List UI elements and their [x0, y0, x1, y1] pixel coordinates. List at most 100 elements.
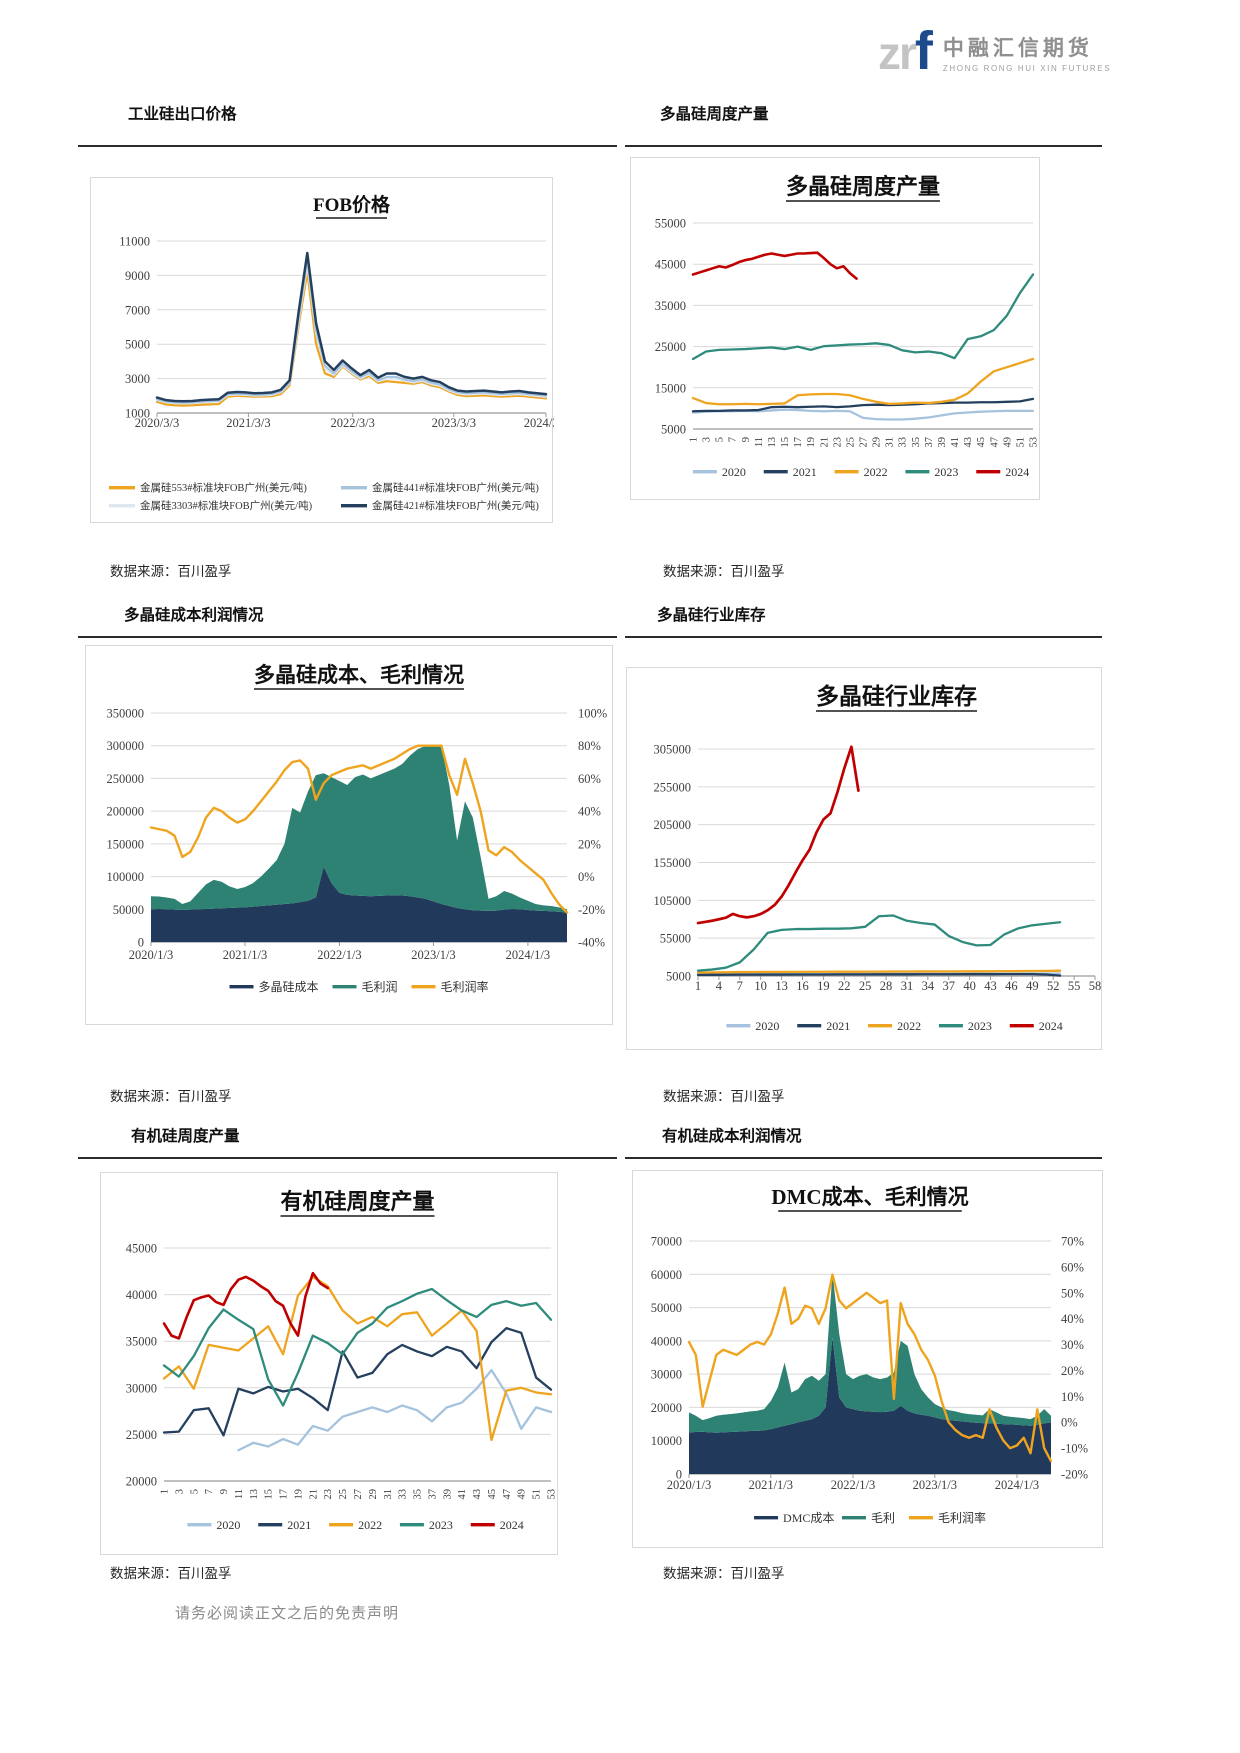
- series-2020: [237, 1368, 553, 1452]
- section-title-industrial-silicon-export-price: 工业硅出口价格: [128, 106, 237, 123]
- data-source-note: 数据来源：百川盈孚: [663, 564, 785, 579]
- svg-text:31: 31: [901, 979, 914, 993]
- svg-text:1: 1: [689, 437, 700, 442]
- svg-text:49: 49: [517, 1489, 528, 1500]
- svg-text:50000: 50000: [113, 903, 144, 917]
- series-2021: [162, 1327, 553, 1437]
- svg-text:37: 37: [427, 1489, 438, 1500]
- chart-polysilicon-inventory: 305000 255000 205000 155000 105000 55000 5000 1…: [626, 667, 1102, 1050]
- svg-text:17: 17: [279, 1489, 290, 1500]
- svg-text:33: 33: [898, 437, 909, 448]
- svg-text:5: 5: [715, 437, 726, 442]
- svg-text:2022: 2022: [897, 1019, 921, 1033]
- svg-text:52: 52: [1047, 979, 1060, 993]
- svg-text:250000: 250000: [107, 772, 145, 786]
- svg-text:2023: 2023: [968, 1019, 992, 1033]
- brand-logo: zrf 中融汇信期货 ZHONG RONG HUI XIN FUTURES: [878, 24, 1111, 78]
- svg-text:2023/3/3: 2023/3/3: [432, 416, 476, 430]
- svg-text:30000: 30000: [651, 1368, 682, 1382]
- svg-text:15: 15: [780, 437, 791, 448]
- series-2021: [691, 397, 1035, 413]
- svg-text:1000: 1000: [125, 407, 150, 421]
- svg-text:3: 3: [702, 437, 713, 442]
- svg-text:30%: 30%: [1061, 1338, 1084, 1352]
- poly_inv-svg: 305000 255000 205000 155000 105000 55000 5000 1…: [654, 683, 1102, 1033]
- divider: [78, 1157, 617, 1159]
- svg-text:35000: 35000: [655, 299, 686, 313]
- section-title-polysilicon-inventory: 多晶硅行业库存: [657, 607, 766, 624]
- svg-text:2020: 2020: [216, 1518, 240, 1532]
- svg-text:7: 7: [204, 1489, 215, 1494]
- series-2021: [696, 972, 1062, 977]
- svg-text:13: 13: [767, 437, 778, 448]
- svg-text:25: 25: [845, 437, 856, 448]
- svg-text:305000: 305000: [654, 743, 692, 757]
- svg-text:2021: 2021: [826, 1019, 850, 1033]
- svg-text:105000: 105000: [654, 894, 692, 908]
- svg-text:2024/3/3: 2024/3/3: [524, 416, 554, 430]
- series-毛利润: [151, 745, 567, 913]
- svg-text:毛利: 毛利: [871, 1511, 895, 1525]
- svg-text:15000: 15000: [655, 381, 686, 395]
- svg-text:35000: 35000: [126, 1335, 157, 1349]
- series-2024: [696, 745, 860, 925]
- chart-title: 有机硅周度产量: [280, 1189, 434, 1214]
- svg-text:43: 43: [472, 1489, 483, 1500]
- series-2022: [691, 357, 1035, 406]
- svg-text:2022/1/3: 2022/1/3: [831, 1478, 875, 1492]
- svg-text:2023/1/3: 2023/1/3: [411, 948, 455, 962]
- svg-text:1: 1: [160, 1489, 171, 1494]
- svg-text:25: 25: [338, 1489, 349, 1500]
- svg-text:155000: 155000: [654, 856, 692, 870]
- svg-text:-40%: -40%: [578, 936, 605, 950]
- svg-text:29: 29: [368, 1489, 379, 1500]
- series-2023: [162, 1287, 553, 1407]
- svg-text:39: 39: [937, 437, 948, 448]
- chart-silicone-weekly-output: 45000 40000 35000 30000 25000 20000 1 3 5 7 9 11 13 1…: [100, 1172, 558, 1555]
- disclaimer-note: 请务必阅读正文之后的免责声明: [175, 1606, 400, 1622]
- data-source-note: 数据来源：百川盈孚: [110, 1089, 232, 1104]
- legend: DMC成本 毛利 毛利润率: [754, 1510, 986, 1525]
- data-source-note: 数据来源：百川盈孚: [110, 564, 232, 579]
- svg-text:金属硅441#标准块FOB广州(美元/吨): 金属硅441#标准块FOB广州(美元/吨): [372, 481, 539, 494]
- legend: 2020 2021 2022 2023 2024: [692, 465, 1029, 479]
- svg-text:20000: 20000: [126, 1475, 157, 1489]
- svg-text:45000: 45000: [655, 258, 686, 272]
- svg-text:34: 34: [922, 979, 935, 993]
- svg-text:11: 11: [754, 437, 765, 447]
- svg-text:53: 53: [547, 1489, 558, 1500]
- svg-text:41: 41: [950, 437, 961, 448]
- svg-text:150000: 150000: [107, 837, 145, 851]
- svg-text:19: 19: [293, 1489, 304, 1500]
- svg-text:23: 23: [323, 1489, 334, 1500]
- svg-text:28: 28: [880, 979, 893, 993]
- series-金属硅553#标准块FOB广州(美元/吨): [155, 270, 548, 407]
- svg-text:7: 7: [737, 979, 743, 993]
- svg-text:40%: 40%: [1061, 1312, 1084, 1326]
- svg-text:1: 1: [695, 979, 701, 993]
- svg-text:200000: 200000: [107, 805, 145, 819]
- svg-text:33: 33: [398, 1489, 409, 1500]
- series-金属硅3303#标准块FOB广州(美元/吨): [156, 264, 547, 405]
- legend: 多晶硅成本 毛利润 毛利润率: [229, 979, 489, 994]
- svg-text:43: 43: [963, 437, 974, 448]
- legend: 金属硅553#标准块FOB广州(美元/吨) 金属硅441#标准块FOB广州(美元/…: [109, 481, 539, 512]
- svg-text:47: 47: [502, 1489, 513, 1500]
- svg-text:10%: 10%: [1061, 1390, 1084, 1404]
- svg-text:2021: 2021: [287, 1518, 311, 1532]
- chart-fob-price: 11000 9000 7000 5000 3000 1000 2020/3/3 2021/3/…: [90, 177, 554, 523]
- svg-text:21: 21: [308, 1489, 319, 1500]
- axes: 305000 255000 205000 155000 105000 55000 5000 1…: [654, 743, 1102, 994]
- series: [149, 744, 569, 942]
- svg-text:金属硅553#标准块FOB广州(美元/吨): 金属硅553#标准块FOB广州(美元/吨): [140, 481, 307, 494]
- svg-text:23: 23: [832, 437, 843, 448]
- svg-text:毛利润: 毛利润: [362, 980, 398, 994]
- chart-polysilicon-cost-profit: 350000 300000 250000 200000 150000 100000 5000…: [85, 645, 613, 1025]
- chart-title: FOB价格: [313, 193, 391, 216]
- svg-text:15: 15: [264, 1489, 275, 1500]
- svg-text:51: 51: [532, 1489, 543, 1500]
